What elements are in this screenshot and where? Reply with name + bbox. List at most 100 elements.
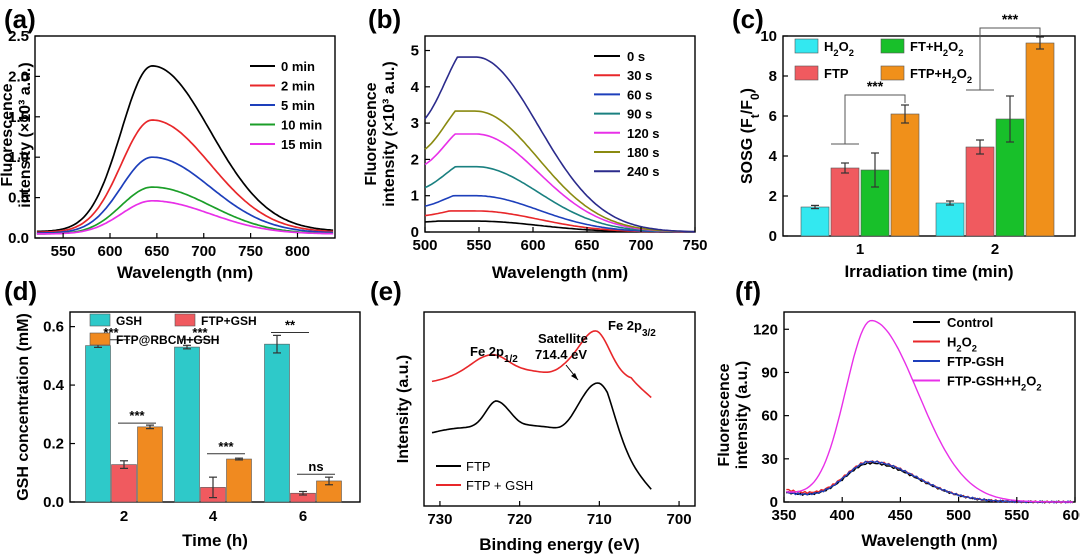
- legend-label-a-3: 10 min: [281, 118, 322, 133]
- x-tick-label-d: 6: [299, 508, 307, 525]
- series-line-b-5: [424, 110, 695, 233]
- bar-d-0-2: [264, 343, 290, 503]
- y-axis-label-f-2: intensity (a.u.): [734, 361, 751, 469]
- y-tick-label: 0.2: [43, 436, 64, 453]
- x-tick-label: 720: [507, 511, 532, 528]
- legend-label-e-1: FTP + GSH: [466, 478, 533, 493]
- x-tick-label: 800: [285, 243, 310, 260]
- y-tick-label: 0.4: [43, 377, 65, 394]
- y-axis-label-b-1: Fluorescence: [363, 82, 380, 185]
- x-axis-label-e: Binding energy (eV): [479, 535, 640, 554]
- x-tick-label: 500: [946, 507, 971, 524]
- bar-c-0-1: [935, 202, 965, 237]
- legend-label-c-0: H2O2: [824, 39, 854, 58]
- y-tick-label: 0: [769, 228, 777, 245]
- y-tick-label: 0.0: [8, 230, 29, 247]
- y-tick-label: 90: [761, 364, 778, 381]
- x-tick-label: 500: [412, 237, 437, 254]
- series-line-f-1: [786, 460, 1073, 504]
- x-axis-label-f: Wavelength (nm): [861, 531, 997, 550]
- x-tick-label-c: 2: [991, 241, 999, 258]
- significance-bracket-c-1: [844, 94, 906, 144]
- x-tick-label: 600: [97, 243, 122, 260]
- significance-label-d-3: ***: [218, 439, 234, 454]
- plot-area-a: [34, 35, 336, 239]
- y-tick-label: 4: [411, 79, 420, 96]
- series-line-b-2: [424, 194, 695, 233]
- legend-label-d-0: GSH: [116, 314, 142, 328]
- x-tick-label: 600: [1062, 507, 1080, 524]
- legend-label-d-1: FTP+GSH: [201, 314, 257, 328]
- legend-label-b-2: 60 s: [627, 87, 652, 102]
- series-line-a-0: [36, 65, 334, 233]
- y-axis-label-c: SOSG (Ft/F0): [739, 88, 762, 184]
- bar-d-1-0: [111, 464, 137, 503]
- y-tick-label: 60: [761, 408, 778, 425]
- legend-label-b-4: 120 s: [627, 126, 660, 141]
- series-line-a-1: [36, 119, 334, 234]
- legend-label-e-0: FTP: [466, 459, 491, 474]
- y-tick-label: 1.5: [8, 109, 29, 126]
- series-line-f-2: [785, 460, 1073, 504]
- y-axis-label-f-1: Fluorescence: [716, 363, 733, 466]
- y-tick-label: 120: [753, 321, 778, 338]
- x-tick-label: 650: [574, 237, 599, 254]
- y-tick-label: 8: [769, 68, 777, 85]
- significance-label-d-1: ***: [129, 408, 145, 423]
- legend-label-d-2: FTP@RBCM+GSH: [116, 333, 219, 347]
- panel-label-e: (e): [370, 276, 402, 306]
- series-line-e-1: [431, 330, 652, 399]
- x-tick-label: 710: [587, 511, 612, 528]
- bar-c-3-1: [1025, 42, 1055, 237]
- y-axis-label-a-2: intensity (×10³ a.u.): [17, 62, 34, 207]
- x-tick-label: 600: [520, 237, 545, 254]
- x-tick-label: 750: [238, 243, 263, 260]
- series-line-a-2: [36, 156, 334, 234]
- y-tick-label: 5: [411, 43, 419, 60]
- panel-label-f: (f): [735, 276, 761, 306]
- y-tick-label: 30: [761, 451, 778, 468]
- y-axis-label-e: Intensity (a.u.): [395, 355, 412, 463]
- x-tick-label-c: 1: [856, 241, 864, 258]
- x-tick-label: 400: [830, 507, 855, 524]
- annotation-satellite: Satellite: [538, 331, 588, 346]
- legend-swatch-c-3: [880, 65, 905, 81]
- legend-label-c-3: FTP+H2O2: [910, 66, 972, 85]
- y-tick-label: 10: [760, 28, 777, 45]
- legend-label-b-6: 240 s: [627, 164, 660, 179]
- legend-swatch-d-2: [89, 332, 111, 346]
- legend-label-a-4: 15 min: [281, 137, 322, 152]
- annotation-arrow-head: [571, 373, 578, 380]
- y-tick-label: 2.0: [8, 68, 29, 85]
- x-axis-label-b: Wavelength (nm): [492, 263, 628, 282]
- legend-label-b-0: 0 s: [627, 49, 645, 64]
- plot-area-c: [782, 35, 1076, 237]
- bar-c-3-0: [890, 113, 920, 237]
- legend-label-c-1: FTP: [824, 66, 849, 81]
- x-tick-label: 750: [682, 237, 707, 254]
- x-tick-label-d: 2: [120, 508, 128, 525]
- y-tick-label: 1: [411, 188, 419, 205]
- panel-label-c: (c): [732, 4, 764, 34]
- x-tick-label: 550: [466, 237, 491, 254]
- x-tick-label: 550: [51, 243, 76, 260]
- significance-label-d-5: ns: [308, 459, 323, 474]
- series-line-e-0: [431, 382, 652, 490]
- legend-swatch-d-0: [89, 313, 111, 327]
- significance-bracket-c-2: [979, 27, 1041, 90]
- x-axis-label-d: Time (h): [182, 531, 248, 550]
- y-tick-label: 0.5: [8, 190, 29, 207]
- y-tick-label: 0: [411, 224, 419, 241]
- x-tick-label: 700: [191, 243, 216, 260]
- panel-label-d: (d): [4, 276, 37, 306]
- legend-label-b-3: 90 s: [627, 107, 652, 122]
- series-line-a-3: [36, 186, 334, 235]
- bar-c-1-1: [965, 146, 995, 237]
- legend-label-f-3: FTP-GSH+H2O2: [947, 374, 1042, 393]
- y-axis-label-a-1: Fluorescence: [0, 83, 16, 186]
- annotation-fe-2p32: Fe 2p3/2: [608, 318, 656, 339]
- legend-label-b-5: 180 s: [627, 145, 660, 160]
- y-tick-label: 6: [769, 108, 777, 125]
- x-tick-label: 550: [1004, 507, 1029, 524]
